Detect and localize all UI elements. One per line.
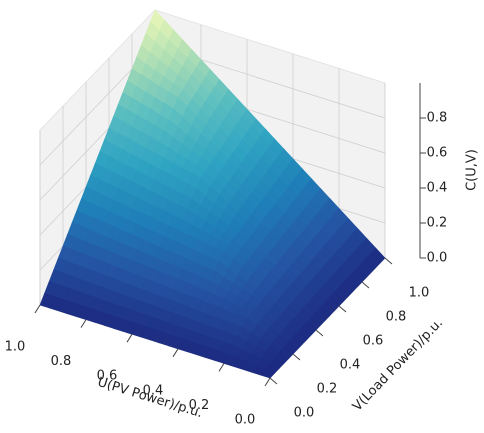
z-tick-label: 0.2: [427, 216, 448, 231]
y-tick-label: 0.8: [386, 310, 407, 325]
y-tick-label: 1.0: [409, 286, 430, 301]
x-tick: [34, 304, 41, 314]
x-tick-label: 0.0: [235, 413, 256, 428]
x-tick-label: 0.6: [97, 369, 118, 384]
x-tick: [264, 377, 271, 387]
x-tick: [126, 333, 133, 343]
x-tick-label: 0.2: [189, 398, 210, 413]
y-axis-label: V(Load Power)/p.u.: [350, 316, 446, 415]
surface-patch: [260, 369, 276, 379]
z-tick-label: 0.4: [427, 181, 448, 196]
y-tick: [361, 281, 370, 289]
z-axis-label: C(U,V): [465, 149, 480, 191]
labels: 0.00.20.40.60.81.00.00.20.40.60.81.00.00…: [5, 83, 448, 428]
x-tick: [172, 348, 179, 358]
x-tick: [218, 363, 225, 372]
x-tick-label: 1.0: [5, 340, 26, 355]
x-tick: [80, 319, 87, 328]
z-tick-label: 0.0: [427, 251, 448, 266]
y-tick-label: 0.6: [363, 334, 384, 349]
surface: [39, 9, 386, 379]
y-tick: [269, 377, 278, 385]
y-tick: [315, 329, 324, 337]
z-tick-label: 0.6: [427, 146, 448, 161]
z-tick-label: 0.8: [427, 111, 448, 126]
y-tick-label: 0.4: [340, 358, 361, 373]
y-tick-label: 0.2: [317, 382, 338, 397]
x-tick-label: 0.8: [51, 354, 72, 369]
y-tick: [292, 353, 301, 361]
y-tick: [384, 257, 393, 265]
y-tick: [338, 305, 347, 313]
y-tick-label: 0.0: [294, 406, 315, 421]
x-tick-label: 0.4: [143, 383, 164, 398]
